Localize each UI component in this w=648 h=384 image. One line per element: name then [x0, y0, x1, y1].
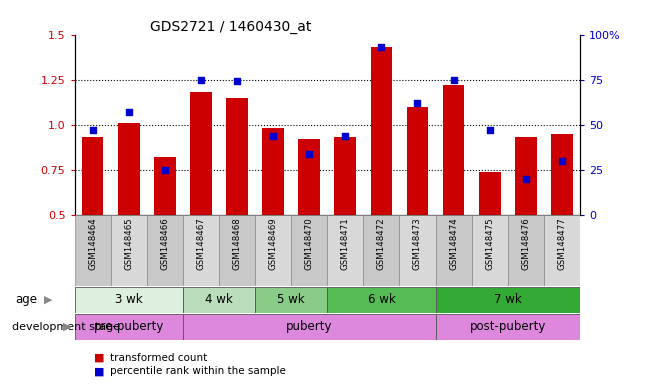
- Bar: [82, 137, 104, 215]
- Bar: [111, 215, 146, 286]
- Text: GSM148468: GSM148468: [233, 217, 242, 270]
- Bar: [75, 287, 183, 313]
- Bar: [399, 215, 435, 286]
- Text: percentile rank within the sample: percentile rank within the sample: [110, 366, 286, 376]
- Bar: [544, 215, 580, 286]
- Point: [196, 77, 206, 83]
- Point: [232, 78, 242, 84]
- Bar: [364, 215, 399, 286]
- Text: 3 wk: 3 wk: [115, 293, 143, 306]
- Text: 4 wk: 4 wk: [205, 293, 233, 306]
- Bar: [262, 128, 284, 215]
- Point: [557, 158, 567, 164]
- Bar: [435, 314, 580, 340]
- Text: GSM148473: GSM148473: [413, 217, 422, 270]
- Text: post-puberty: post-puberty: [470, 320, 546, 333]
- Text: GDS2721 / 1460430_at: GDS2721 / 1460430_at: [150, 20, 312, 33]
- Bar: [479, 172, 500, 215]
- Text: 6 wk: 6 wk: [367, 293, 395, 306]
- Bar: [190, 92, 212, 215]
- Bar: [255, 287, 327, 313]
- Text: puberty: puberty: [286, 320, 332, 333]
- Bar: [75, 215, 111, 286]
- Point: [520, 176, 531, 182]
- Text: GSM148469: GSM148469: [268, 217, 277, 270]
- Bar: [183, 314, 435, 340]
- Point: [304, 151, 314, 157]
- Text: ▶: ▶: [62, 322, 71, 332]
- Text: GSM148470: GSM148470: [305, 217, 314, 270]
- Text: GSM148466: GSM148466: [160, 217, 169, 270]
- Bar: [219, 215, 255, 286]
- Text: ■: ■: [94, 366, 104, 376]
- Bar: [472, 215, 508, 286]
- Bar: [435, 215, 472, 286]
- Point: [87, 127, 98, 133]
- Text: GSM148476: GSM148476: [521, 217, 530, 270]
- Point: [340, 132, 351, 139]
- Text: GSM148477: GSM148477: [557, 217, 566, 270]
- Bar: [508, 215, 544, 286]
- Point: [159, 167, 170, 173]
- Bar: [407, 107, 428, 215]
- Text: GSM148471: GSM148471: [341, 217, 350, 270]
- Text: ▶: ▶: [44, 295, 53, 305]
- Text: transformed count: transformed count: [110, 353, 207, 363]
- Text: 5 wk: 5 wk: [277, 293, 305, 306]
- Text: GSM148472: GSM148472: [377, 217, 386, 270]
- Text: pre-puberty: pre-puberty: [93, 320, 164, 333]
- Text: age: age: [15, 293, 37, 306]
- Text: GSM148467: GSM148467: [196, 217, 205, 270]
- Bar: [75, 314, 183, 340]
- Bar: [291, 215, 327, 286]
- Point: [268, 132, 278, 139]
- Text: GSM148464: GSM148464: [88, 217, 97, 270]
- Bar: [334, 137, 356, 215]
- Point: [376, 44, 387, 50]
- Text: GSM148474: GSM148474: [449, 217, 458, 270]
- Bar: [146, 215, 183, 286]
- Point: [124, 109, 134, 115]
- Text: GSM148475: GSM148475: [485, 217, 494, 270]
- Text: ■: ■: [94, 353, 104, 363]
- Point: [412, 100, 422, 106]
- Point: [485, 127, 495, 133]
- Point: [448, 77, 459, 83]
- Bar: [255, 215, 291, 286]
- Bar: [226, 98, 248, 215]
- Bar: [154, 157, 176, 215]
- Bar: [515, 137, 537, 215]
- Bar: [327, 215, 364, 286]
- Bar: [435, 287, 580, 313]
- Text: 7 wk: 7 wk: [494, 293, 522, 306]
- Bar: [371, 47, 392, 215]
- Bar: [551, 134, 573, 215]
- Bar: [298, 139, 320, 215]
- Bar: [183, 287, 255, 313]
- Text: development stage: development stage: [12, 322, 120, 332]
- Text: GSM148465: GSM148465: [124, 217, 133, 270]
- Bar: [183, 215, 219, 286]
- Bar: [443, 85, 465, 215]
- Bar: [118, 123, 139, 215]
- Bar: [327, 287, 435, 313]
